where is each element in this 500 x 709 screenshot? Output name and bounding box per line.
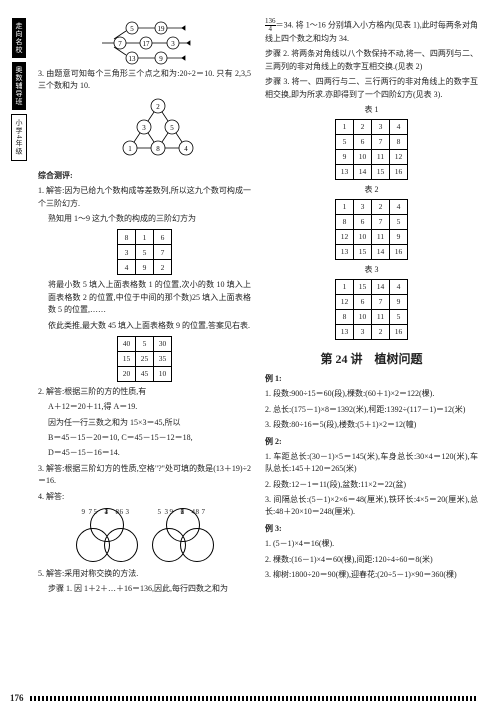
svg-text:7: 7 xyxy=(118,40,122,48)
ex2: 例 2: xyxy=(265,436,478,448)
e1-1: 1. 段数:900÷15＝60(段),棵数:(60＋1)×2＝122(棵). xyxy=(265,388,478,400)
t2: 13248675121011913151416 xyxy=(335,199,408,260)
sidebar: 走向名校 奥数辅导班 小学4年级 xyxy=(10,18,28,599)
t3: 11514412679810115133216 xyxy=(335,279,408,340)
footer-bar xyxy=(30,696,479,701)
a2-l3: 因为任一行三数之和为 15×3＝45,所以 xyxy=(38,417,251,429)
svg-text:2: 2 xyxy=(156,103,160,111)
a2-l5: D＝45－15－16＝14. xyxy=(38,447,251,459)
e2-3: 3. 间隔总长:(5－1)×2×6＝48(厘米),铁环长:4×5＝20(厘米),… xyxy=(265,494,478,519)
e1-2: 2. 总长:(175－1)×8＝1392(米),柯距:1392÷(117－1)＝… xyxy=(265,404,478,416)
a5-l1: 5. 解答:采用对称交换的方法. xyxy=(38,568,251,580)
a2-l1: 2. 解答:根据三阶的方的性质,有 xyxy=(38,386,251,398)
svg-text:13: 13 xyxy=(128,55,136,63)
a3: 3. 解答:根据三阶幻方的性质,空格"?"处可填的数是(13＋19)÷2＝16. xyxy=(38,463,251,488)
t1-cap: 表 1 xyxy=(265,104,478,115)
a2-l2: A＋12＝20＋11,得 A＝19. xyxy=(38,401,251,413)
a1-l4: 依此类推,最大数 45 填入上面表格数 9 的位置,答案见右表. xyxy=(38,320,251,332)
left-column: 519 7173 139 3. 由题意可知每个三角形三个点之和为:20÷2＝10… xyxy=(38,18,251,599)
tab-grade: 小学4年级 xyxy=(11,114,27,161)
svg-text:17: 17 xyxy=(142,40,150,48)
ex3: 例 3: xyxy=(265,523,478,535)
a1-l3: 将最小数 5 填入上面表格数 1 的位置,次小的数 10 填入上面表格数 2 的… xyxy=(38,279,251,316)
t3-cap: 表 3 xyxy=(265,264,478,275)
section-title: 综合测评: xyxy=(38,170,251,182)
table-1: 816357492 xyxy=(117,229,172,275)
e3-3: 3. 柳树:1800÷20＝90(棵),迎春花:(20÷5－1)×90＝360(… xyxy=(265,569,478,581)
e2-2: 2. 段数:12－1＝11(段),盆数:11×2＝22(盆) xyxy=(265,479,478,491)
tab-school: 走向名校 xyxy=(12,18,26,58)
svg-text:5: 5 xyxy=(170,124,174,132)
svg-text:5: 5 xyxy=(130,25,134,33)
t2-cap: 表 2 xyxy=(265,184,478,195)
svg-text:19: 19 xyxy=(157,25,165,33)
ex1: 例 1: xyxy=(265,373,478,385)
e2-1: 1. 车距总长:(30－1)×5＝145(米),车身总长:30×4＝120(米)… xyxy=(265,451,478,476)
e1-3: 3. 段数:80÷16＝5(段),楼数:(5＋1)×2＝12(幢) xyxy=(265,419,478,431)
page-number: 176 xyxy=(10,693,24,703)
svg-text:8: 8 xyxy=(156,145,160,153)
svg-text:3: 3 xyxy=(171,40,175,48)
table-2: 40530152535204510 xyxy=(117,336,172,382)
a4: 4. 解答: xyxy=(38,491,251,503)
lesson-title: 第 24 讲 植树问题 xyxy=(265,350,478,367)
svg-text:4: 4 xyxy=(184,145,188,153)
svg-text:3: 3 xyxy=(142,124,146,132)
e3-1: 1. (5－1)×4＝16(棵). xyxy=(265,538,478,550)
t1: 12345678910111213141516 xyxy=(335,119,408,180)
a1-l2: 熟知用 1～9 这九个数的构成的三阶幻方为 xyxy=(38,213,251,225)
r2: 步骤 2. 将两条对角线以八个数保持不动,将一、四两列与二、三两列的非对角线上的… xyxy=(265,48,478,73)
a2-l4: B＝45－15－20＝10, C＝45－15－12＝18, xyxy=(38,432,251,444)
venn-1: 4 58 923 716 xyxy=(76,508,138,564)
triangle-diagram: 2 3 5 1 8 4 xyxy=(108,96,208,168)
r1: 1364＝34. 将 1～16 分别填入小方格内(见表 1),此时每两条对角线上… xyxy=(265,18,478,45)
a1-l1: 1. 解答:因为已给九个数构成等差数列,所以这九个数可构成一个三阶幻方. xyxy=(38,185,251,210)
svg-text:1: 1 xyxy=(128,145,132,153)
footer: 176 xyxy=(10,693,478,703)
e3-2: 2. 棵数:(16－1)×4＝60(棵),间距:120÷4÷60＝8(米) xyxy=(265,554,478,566)
flow-diagram: 5 19 7 17 3 13 9 xyxy=(90,20,200,66)
a5-l2: 步骤 1. 因 1＋2＋…＋16＝136,因此,每行四数之和为 xyxy=(38,583,251,595)
tab-course: 奥数辅导班 xyxy=(12,62,26,110)
svg-text:9: 9 xyxy=(159,55,163,63)
q3-text: 3. 由题意可知每个三角形三个点之和为:20÷2＝10. 只有 2,3,5 三个… xyxy=(38,68,251,93)
r3: 步骤 3. 将一、四两行与二、三行两行的非对角线上的数字互相交换,即为所求.亦即… xyxy=(265,76,478,101)
venn-2: 6 94 527 318 xyxy=(152,508,214,564)
right-column: 1364＝34. 将 1～16 分别填入小方格内(见表 1),此时每两条对角线上… xyxy=(265,18,478,599)
